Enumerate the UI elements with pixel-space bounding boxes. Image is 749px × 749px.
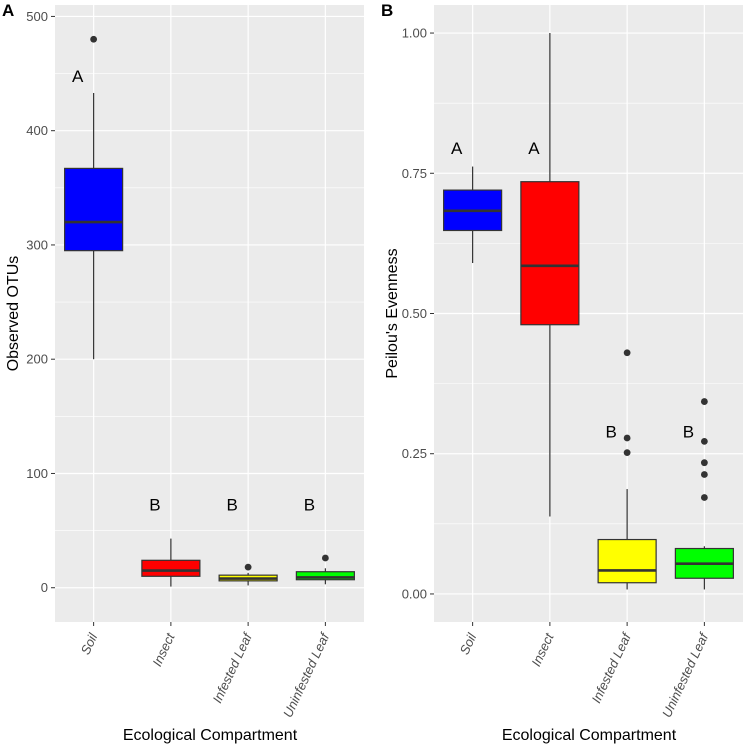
box-body	[141, 559, 201, 577]
x-axis-title: Ecological Compartment	[123, 727, 298, 744]
outlier-point	[700, 471, 708, 478]
box-body	[64, 167, 124, 252]
x-tick-label: Insect	[528, 630, 557, 669]
box-insect: B	[141, 495, 201, 587]
outlier-point	[90, 35, 98, 43]
box-body	[520, 181, 580, 326]
x-tick-label: Uninfested Leaf	[659, 630, 712, 720]
y-tick-label: 1.00	[402, 26, 427, 41]
x-tick-label: Soil	[78, 630, 101, 657]
significance-letter: B	[605, 422, 616, 441]
x-tick-label: Infested Leaf	[209, 630, 255, 706]
y-tick-label: 0.50	[402, 306, 427, 321]
panel-letter: A	[2, 1, 14, 20]
box-soil: A	[64, 35, 124, 360]
outlier-point	[700, 494, 708, 501]
y-axis-title: Peilou's Evenness	[384, 248, 401, 378]
x-tick-label: Infested Leaf	[588, 630, 634, 706]
significance-letter: B	[149, 495, 160, 514]
box-insect: A	[520, 33, 580, 517]
y-tick-label: 400	[26, 123, 48, 138]
outlier-point	[623, 349, 631, 357]
significance-letter: A	[451, 139, 463, 158]
x-tick-label: Soil	[457, 630, 480, 657]
panel-b: 0.00 0.25 0.50 0.75 1.00 Soil Insect Infested L…	[381, 1, 743, 744]
significance-letter: A	[528, 139, 540, 158]
box-infested-leaf: B	[218, 495, 278, 586]
y-tick-label: 500	[26, 9, 48, 24]
significance-letter: B	[683, 422, 694, 441]
significance-letter: B	[226, 495, 237, 514]
x-tick-label: Insect	[149, 630, 178, 669]
outlier-point	[700, 398, 708, 405]
y-tick-label: 0.25	[402, 446, 427, 461]
box-body	[597, 538, 657, 584]
y-tick-label: 0.75	[402, 166, 427, 181]
box-infested-leaf: B	[597, 349, 657, 590]
outlier-point	[623, 434, 631, 442]
outlier-point	[623, 449, 631, 457]
y-axis-title: Observed OTUs	[5, 256, 22, 372]
y-tick-label: 100	[26, 466, 48, 481]
outlier-point	[321, 554, 329, 562]
significance-letter: A	[72, 67, 84, 86]
plot-background	[55, 5, 364, 622]
y-tick-label: 0	[41, 580, 48, 595]
outlier-point	[700, 437, 708, 445]
significance-letter: B	[304, 495, 315, 514]
panel-a: 0 100 200 300 400 500 Soil Insect Infested Leaf U…	[2, 1, 364, 744]
x-axis-title: Ecological Compartment	[502, 727, 677, 744]
box-uninfested-leaf: B	[674, 398, 734, 590]
x-tick-label: Uninfested Leaf	[280, 630, 333, 720]
y-tick-label: 200	[26, 352, 48, 367]
y-tick-label: 0.00	[402, 586, 427, 601]
box-body	[295, 571, 355, 581]
outlier-point	[244, 563, 252, 571]
panel-letter: B	[381, 1, 393, 20]
box-soil: A	[443, 139, 503, 264]
box-uninfested-leaf: B	[295, 495, 355, 585]
outlier-point	[700, 459, 708, 467]
y-tick-label: 300	[26, 237, 48, 252]
